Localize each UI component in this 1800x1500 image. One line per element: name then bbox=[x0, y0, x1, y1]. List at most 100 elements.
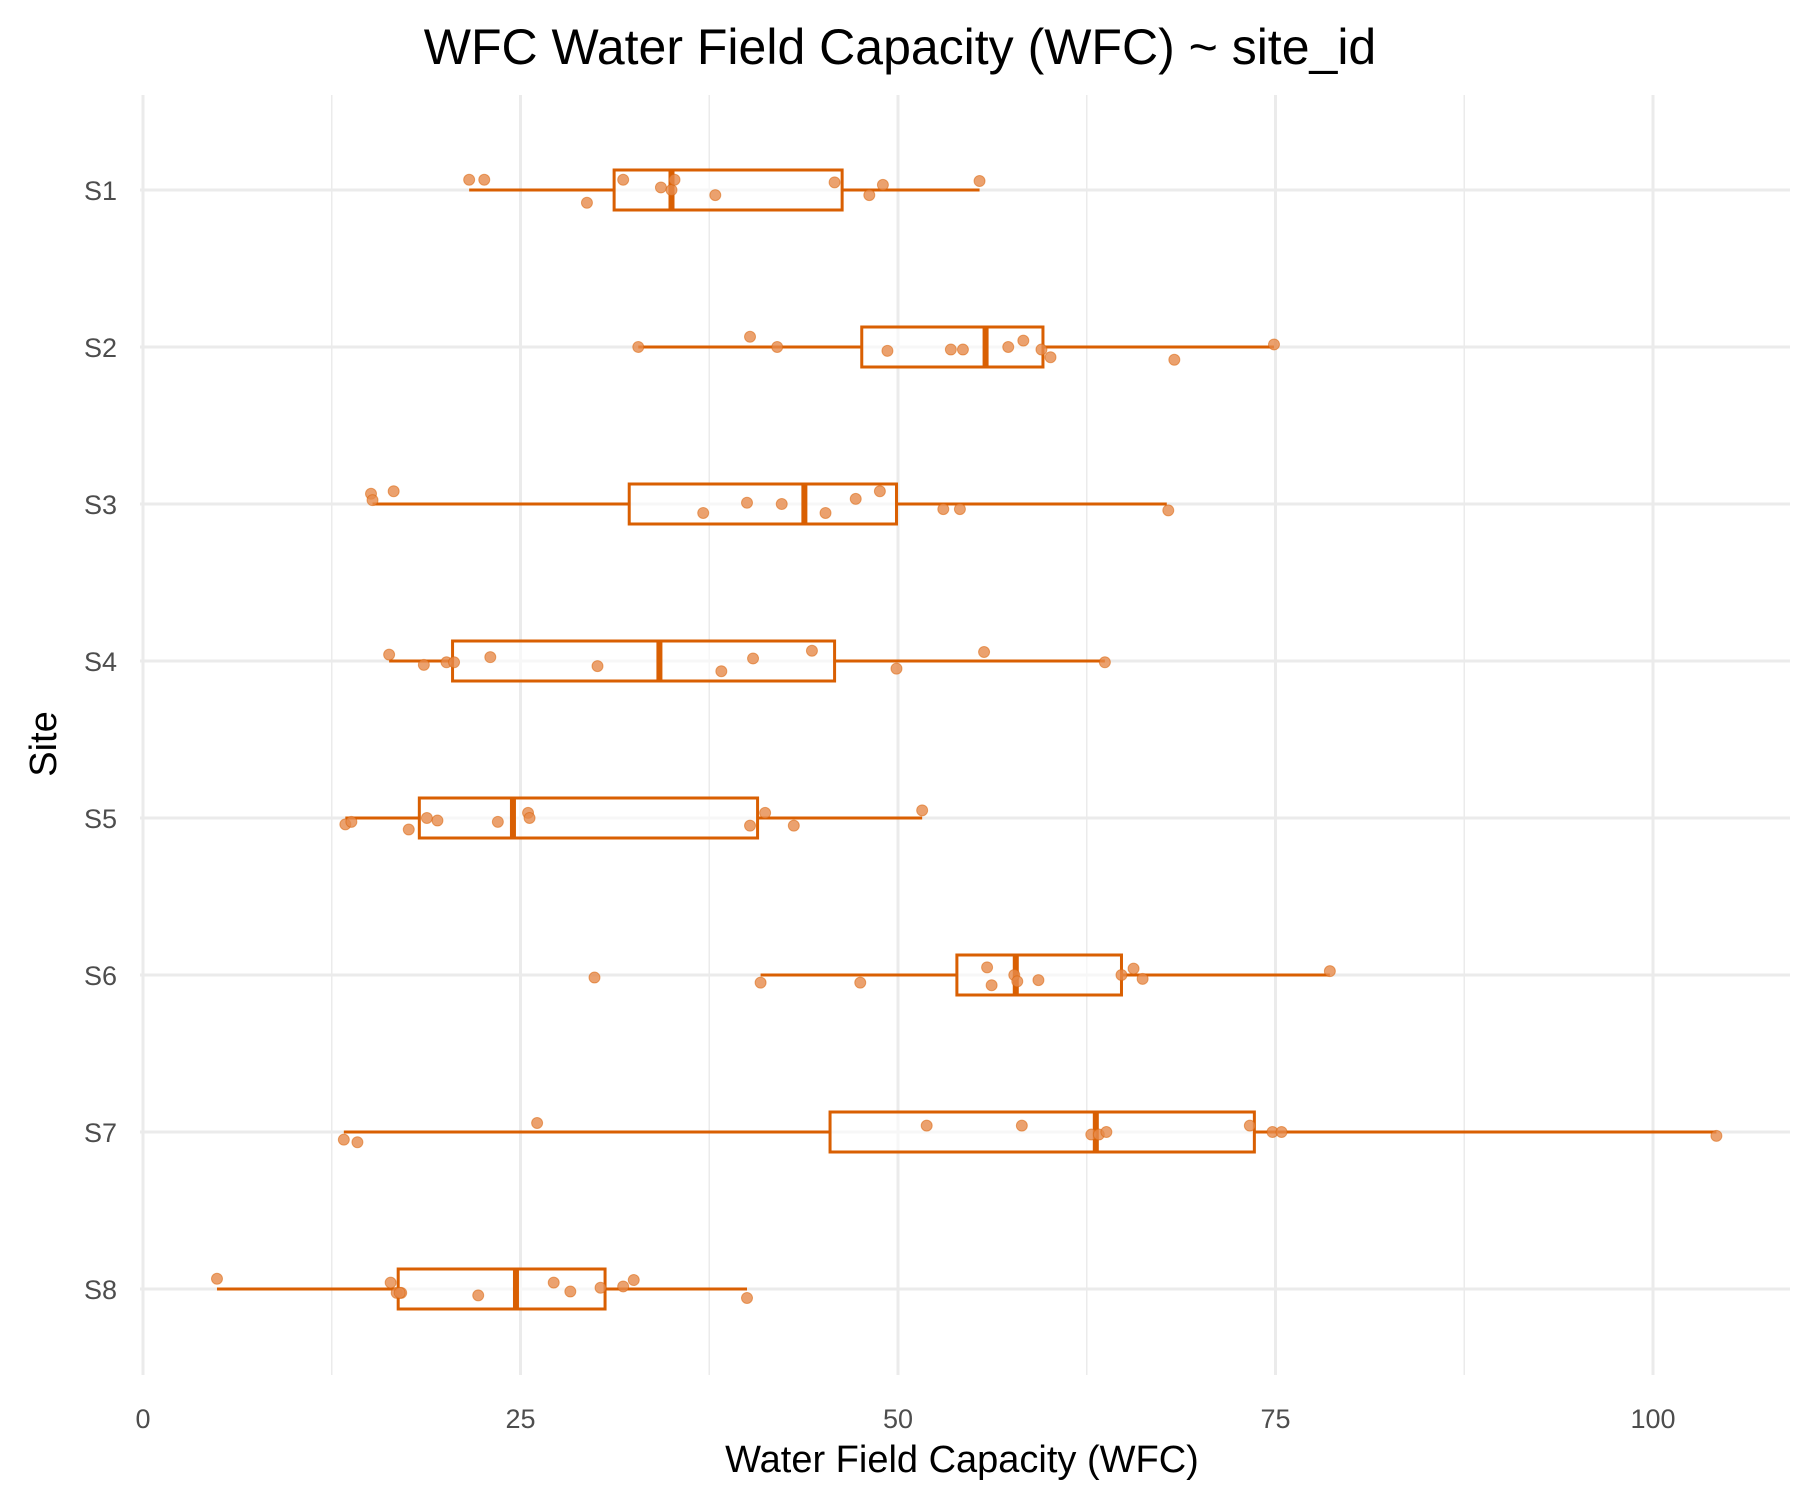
data-point-S5 bbox=[787, 819, 800, 832]
data-point-S6 bbox=[754, 976, 767, 989]
data-point-S1 bbox=[478, 173, 491, 186]
axis-layer: 0 25 50 75 100 S1 S2 S3 S4 S5 S6 S7 S8 bbox=[84, 176, 1676, 1434]
data-point-S2 bbox=[1002, 341, 1015, 353]
data-point-S4 bbox=[978, 646, 991, 659]
data-point-S7 bbox=[1710, 1129, 1723, 1142]
data-point-S7 bbox=[1100, 1126, 1113, 1138]
data-point-S2 bbox=[771, 341, 784, 353]
y-tick-label: S6 bbox=[84, 961, 117, 991]
data-point-S4 bbox=[890, 662, 903, 675]
data-point-S4 bbox=[448, 656, 461, 669]
data-point-S2 bbox=[1168, 353, 1181, 366]
data-point-S3 bbox=[775, 498, 788, 510]
data-point-S4 bbox=[484, 651, 497, 664]
data-point-S4 bbox=[383, 648, 396, 661]
data-point-S1 bbox=[876, 178, 889, 191]
data-point-S7 bbox=[1275, 1126, 1288, 1138]
box-S4 bbox=[451, 639, 837, 683]
data-point-S1 bbox=[654, 181, 667, 194]
y-tick-label: S1 bbox=[84, 176, 117, 206]
data-point-S1 bbox=[709, 189, 722, 202]
box-layer bbox=[216, 168, 1717, 1311]
data-point-S1 bbox=[617, 173, 630, 186]
data-point-S1 bbox=[863, 189, 876, 202]
data-point-S7 bbox=[351, 1136, 364, 1149]
data-point-S2 bbox=[1267, 338, 1280, 351]
box-S3 bbox=[627, 482, 898, 526]
y-axis-title: Site bbox=[23, 711, 65, 776]
data-point-S4 bbox=[715, 665, 728, 678]
data-point-S4 bbox=[1098, 656, 1111, 669]
data-point-S4 bbox=[417, 658, 430, 671]
y-tick-label: S4 bbox=[84, 647, 117, 677]
data-point-S8 bbox=[617, 1280, 630, 1293]
x-tick-label: 75 bbox=[1260, 1404, 1290, 1434]
data-point-S2 bbox=[881, 344, 894, 357]
data-point-S6 bbox=[1136, 972, 1149, 985]
data-point-S1 bbox=[973, 175, 986, 188]
data-point-S3 bbox=[873, 485, 886, 498]
data-point-S8 bbox=[741, 1291, 753, 1304]
chart-title: WFC Water Field Capacity (WFC) ~ site_id bbox=[423, 19, 1377, 75]
data-point-S6 bbox=[1115, 969, 1128, 981]
y-tick-label: S5 bbox=[84, 804, 117, 834]
data-point-S8 bbox=[564, 1285, 577, 1298]
data-point-S3 bbox=[1162, 504, 1175, 517]
data-point-S6 bbox=[854, 976, 867, 989]
x-tick-label: 100 bbox=[1630, 1404, 1675, 1434]
data-point-S1 bbox=[665, 184, 678, 196]
data-point-S5 bbox=[759, 806, 772, 819]
data-point-S8 bbox=[547, 1276, 560, 1289]
data-point-S3 bbox=[366, 494, 379, 507]
data-point-S2 bbox=[1035, 343, 1048, 356]
x-tick-label: 0 bbox=[135, 1404, 150, 1434]
data-point-S5 bbox=[744, 819, 757, 832]
data-point-S4 bbox=[805, 644, 818, 657]
x-axis-title: Water Field Capacity (WFC) bbox=[725, 1439, 1199, 1481]
data-point-S3 bbox=[953, 503, 966, 516]
data-point-S6 bbox=[1032, 974, 1045, 987]
data-point-S1 bbox=[463, 173, 476, 186]
data-point-S2 bbox=[744, 330, 757, 343]
data-point-S5 bbox=[916, 804, 929, 817]
data-point-S5 bbox=[402, 823, 415, 836]
data-point-S2 bbox=[1044, 351, 1057, 364]
data-point-S2 bbox=[632, 341, 645, 353]
box-S1 bbox=[612, 168, 844, 212]
data-point-S3 bbox=[697, 506, 710, 519]
data-point-S2 bbox=[1017, 334, 1030, 347]
data-point-S8 bbox=[627, 1274, 640, 1287]
data-point-S5 bbox=[345, 815, 358, 828]
y-tick-label: S7 bbox=[84, 1118, 117, 1148]
data-point-S1 bbox=[668, 173, 681, 186]
x-tick-label: 50 bbox=[883, 1404, 913, 1434]
data-point-S5 bbox=[431, 814, 444, 827]
data-point-S6 bbox=[588, 971, 601, 984]
data-point-S3 bbox=[819, 506, 832, 519]
data-point-S6 bbox=[985, 979, 998, 992]
data-point-S2 bbox=[956, 343, 969, 356]
data-point-S8 bbox=[594, 1281, 607, 1294]
data-point-S8 bbox=[393, 1286, 406, 1299]
data-point-S7 bbox=[1015, 1119, 1028, 1132]
data-point-S6 bbox=[981, 961, 994, 974]
data-point-S6 bbox=[1011, 975, 1024, 988]
data-point-S8 bbox=[210, 1272, 223, 1285]
data-point-S7 bbox=[531, 1117, 544, 1130]
y-tick-label: S3 bbox=[84, 490, 117, 520]
box-S5 bbox=[417, 796, 760, 840]
y-tick-label: S2 bbox=[84, 333, 117, 363]
data-point-S6 bbox=[1323, 965, 1336, 978]
grid-layer bbox=[140, 95, 1790, 1375]
x-tick-label: 25 bbox=[505, 1404, 535, 1434]
data-point-S3 bbox=[937, 503, 950, 516]
data-point-S7 bbox=[1243, 1119, 1256, 1132]
data-point-S1 bbox=[580, 196, 593, 209]
y-tick-label: S8 bbox=[84, 1275, 117, 1305]
data-point-S3 bbox=[741, 496, 753, 509]
data-point-S6 bbox=[1127, 962, 1140, 975]
data-point-S8 bbox=[384, 1276, 397, 1289]
data-point-S1 bbox=[828, 176, 841, 189]
data-point-S5 bbox=[491, 815, 504, 828]
